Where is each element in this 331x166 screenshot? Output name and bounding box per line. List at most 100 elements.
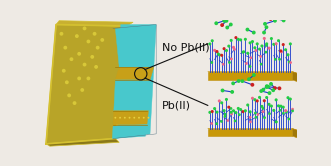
Circle shape — [234, 120, 236, 122]
Circle shape — [60, 32, 63, 36]
Circle shape — [249, 116, 252, 119]
Circle shape — [252, 73, 256, 77]
Circle shape — [273, 86, 277, 90]
Circle shape — [230, 107, 232, 110]
Circle shape — [265, 96, 268, 99]
Circle shape — [215, 111, 218, 114]
Circle shape — [251, 40, 254, 43]
Circle shape — [267, 47, 270, 50]
Circle shape — [279, 49, 282, 52]
Polygon shape — [119, 25, 156, 67]
Circle shape — [119, 117, 121, 119]
Circle shape — [272, 43, 275, 46]
Circle shape — [254, 112, 257, 115]
Circle shape — [268, 112, 271, 115]
Circle shape — [231, 81, 235, 85]
Circle shape — [221, 88, 224, 92]
Circle shape — [279, 105, 282, 108]
Circle shape — [213, 49, 216, 52]
Circle shape — [288, 118, 290, 120]
Circle shape — [262, 107, 264, 110]
Circle shape — [211, 110, 214, 113]
Circle shape — [232, 46, 235, 49]
Circle shape — [241, 51, 245, 54]
Circle shape — [256, 99, 259, 102]
Circle shape — [72, 101, 76, 105]
Circle shape — [143, 117, 145, 119]
Circle shape — [225, 98, 228, 101]
Circle shape — [258, 96, 261, 99]
Circle shape — [246, 103, 249, 107]
Circle shape — [289, 42, 292, 45]
Circle shape — [213, 107, 216, 110]
Circle shape — [246, 52, 249, 55]
Circle shape — [229, 23, 233, 26]
Circle shape — [225, 26, 229, 29]
Circle shape — [266, 85, 270, 89]
Circle shape — [222, 109, 226, 112]
Circle shape — [258, 47, 261, 51]
Circle shape — [129, 117, 130, 119]
Circle shape — [115, 117, 116, 119]
Polygon shape — [115, 28, 154, 67]
Circle shape — [226, 119, 229, 122]
Circle shape — [215, 50, 218, 53]
Circle shape — [230, 111, 233, 114]
Polygon shape — [293, 72, 299, 82]
Circle shape — [148, 117, 149, 119]
Circle shape — [230, 39, 233, 42]
Circle shape — [277, 86, 281, 90]
Circle shape — [265, 85, 269, 89]
Circle shape — [100, 38, 104, 42]
Circle shape — [211, 61, 213, 64]
Circle shape — [263, 116, 266, 119]
Circle shape — [80, 88, 84, 92]
Circle shape — [289, 61, 292, 64]
Circle shape — [257, 113, 260, 116]
Circle shape — [93, 32, 97, 36]
Circle shape — [265, 84, 269, 88]
Circle shape — [289, 98, 292, 101]
Circle shape — [234, 111, 237, 114]
Polygon shape — [114, 80, 150, 111]
Circle shape — [264, 51, 267, 53]
Text: No Pb(II): No Pb(II) — [162, 43, 209, 53]
Circle shape — [217, 52, 219, 55]
Polygon shape — [208, 128, 293, 136]
Circle shape — [282, 112, 285, 115]
Circle shape — [214, 21, 218, 25]
Circle shape — [218, 53, 221, 56]
Circle shape — [270, 37, 273, 40]
Circle shape — [70, 57, 73, 61]
Circle shape — [249, 65, 251, 68]
Circle shape — [224, 113, 227, 116]
Circle shape — [249, 110, 252, 113]
Circle shape — [224, 19, 228, 23]
Circle shape — [220, 23, 224, 27]
Polygon shape — [208, 72, 299, 74]
Circle shape — [237, 79, 241, 83]
Circle shape — [133, 117, 135, 119]
Circle shape — [220, 54, 223, 57]
Circle shape — [269, 17, 272, 21]
Circle shape — [259, 89, 263, 93]
Circle shape — [282, 43, 285, 46]
Circle shape — [291, 108, 294, 111]
Circle shape — [67, 93, 71, 97]
Circle shape — [260, 63, 262, 66]
Circle shape — [220, 120, 223, 123]
Circle shape — [227, 44, 230, 48]
Circle shape — [96, 46, 100, 50]
Circle shape — [237, 38, 240, 41]
Circle shape — [251, 83, 254, 87]
Circle shape — [83, 63, 86, 67]
Circle shape — [253, 98, 257, 101]
Circle shape — [284, 48, 287, 51]
Polygon shape — [208, 128, 299, 131]
Circle shape — [288, 61, 291, 63]
Circle shape — [272, 109, 275, 112]
Circle shape — [278, 58, 281, 61]
Circle shape — [273, 19, 277, 23]
Circle shape — [83, 26, 86, 30]
Circle shape — [238, 113, 241, 116]
